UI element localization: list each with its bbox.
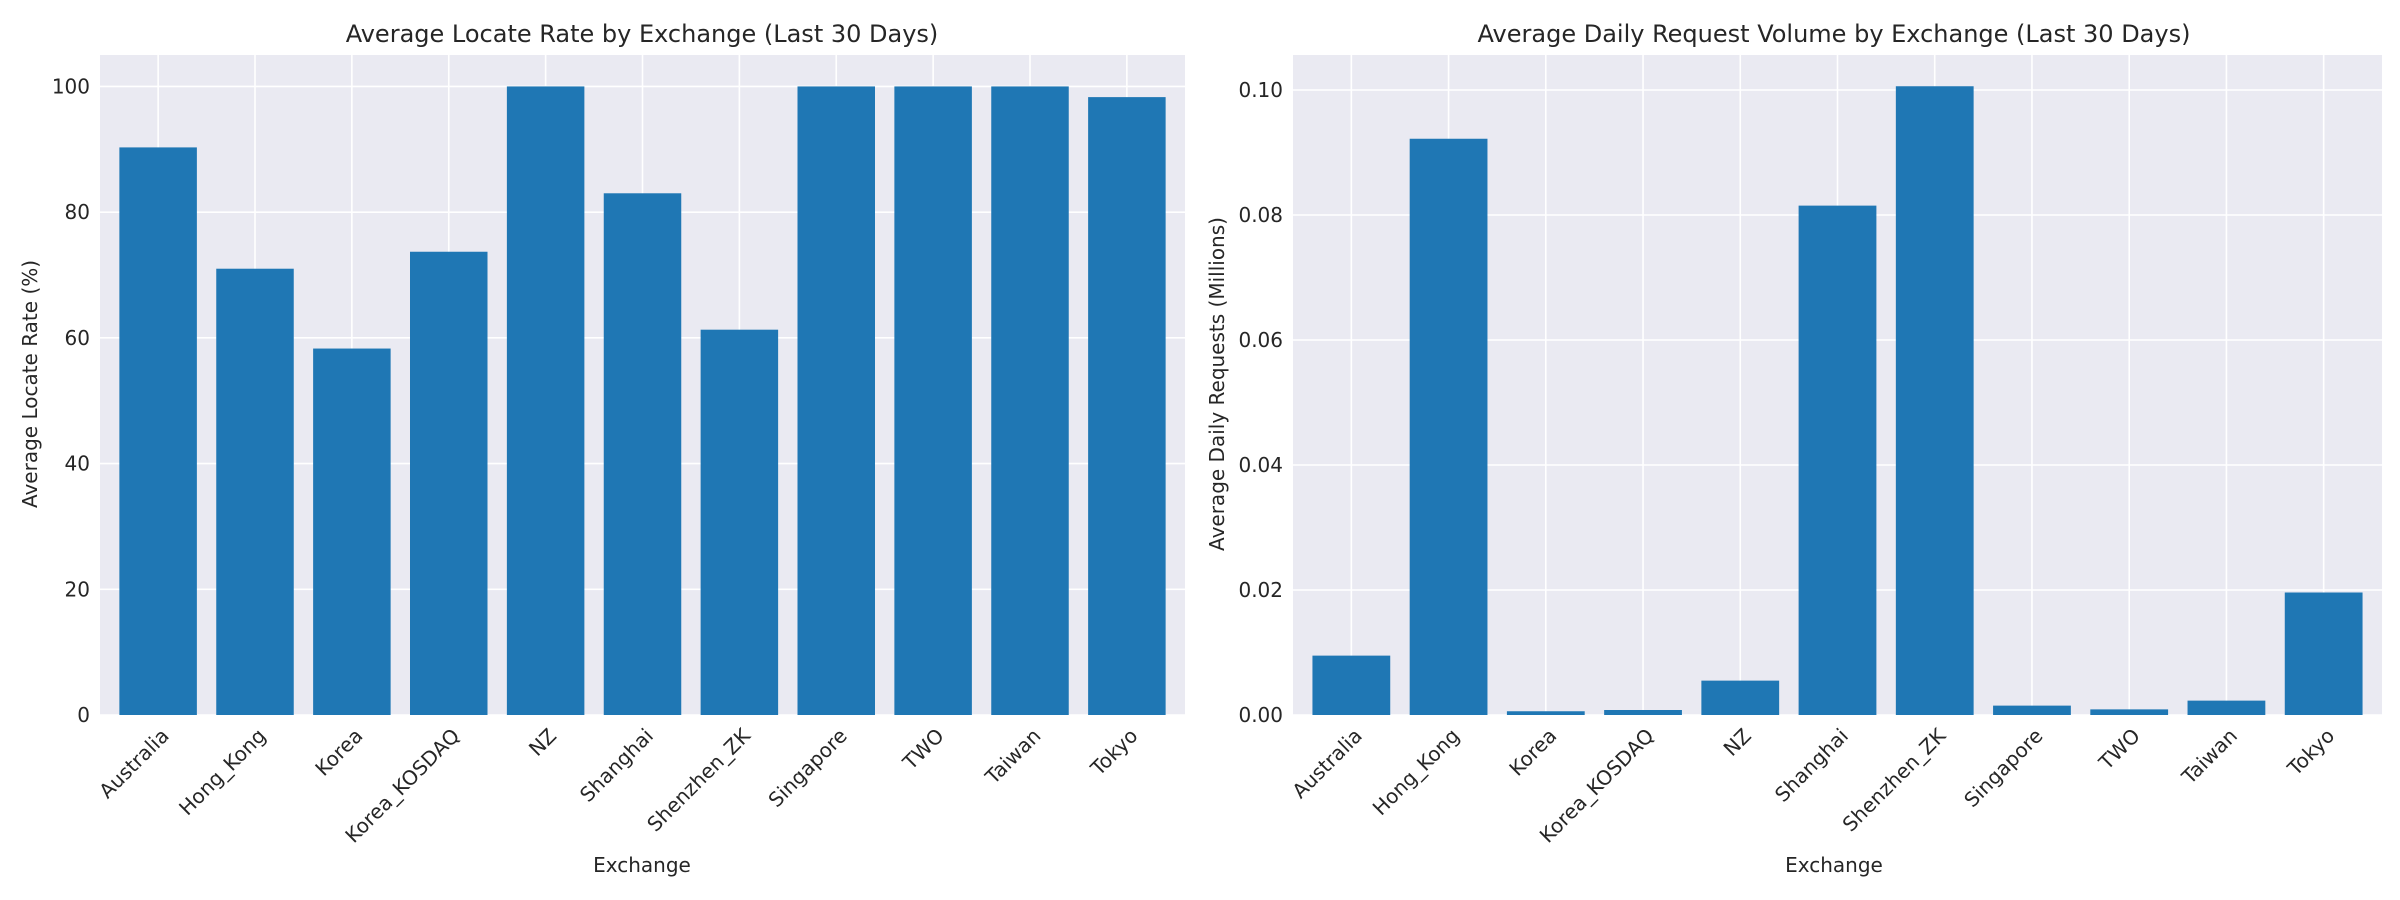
bar-singapore — [797, 86, 875, 715]
x-tick-label: Korea — [1504, 724, 1561, 781]
bar-korea-kosdaq — [410, 251, 488, 715]
bar-shenzhen-zk — [700, 329, 779, 715]
bar-tokyo — [1088, 97, 1166, 716]
x-tick-label: TWO — [2093, 724, 2144, 775]
y-tick-label: 0.10 — [1238, 78, 1283, 102]
x-tick-label: Korea — [310, 724, 367, 781]
x-axis-label-request-volume: Exchange — [1785, 853, 1883, 877]
x-tick-label: Australia — [1287, 724, 1367, 804]
bar-australia — [119, 147, 197, 715]
y-tick-label: 80 — [65, 200, 90, 224]
y-axis-label-request-volume: Average Daily Requests (Millions) — [1205, 217, 1229, 551]
bar-australia — [1312, 655, 1391, 715]
x-tick-label: Taiwan — [980, 724, 1046, 790]
bar-tokyo — [2284, 592, 2363, 715]
x-tick-label: Shanghai — [1770, 724, 1853, 807]
bar-korea-kosdaq — [1604, 710, 1682, 715]
y-tick-label: 0 — [77, 703, 90, 727]
y-tick-label: 0.08 — [1238, 203, 1283, 227]
bar-hong-kong — [1409, 138, 1488, 715]
x-tick-label: Taiwan — [2176, 724, 2242, 790]
y-tick-label: 100 — [52, 74, 90, 98]
x-tick-label: Tokyo — [2282, 724, 2339, 781]
x-tick-label: Shanghai — [575, 724, 658, 807]
x-tick-label: NZ — [1719, 724, 1756, 761]
x-tick-label: Tokyo — [1085, 724, 1142, 781]
bar-nz — [1701, 680, 1780, 715]
y-tick-label: 0.06 — [1238, 328, 1283, 352]
bar-singapore — [1993, 705, 2071, 715]
bar-shanghai — [603, 193, 682, 716]
bar-shanghai — [1798, 205, 1877, 715]
bar-two — [2090, 709, 2169, 715]
x-tick-label: Shenzhen_ZK — [642, 723, 755, 836]
bar-hong-kong — [216, 268, 294, 715]
chart-title-locate-rate: Average Locate Rate by Exchange (Last 30… — [346, 20, 939, 48]
chart-panel-request-volume: 0.00 0.02 0.04 0.06 0.08 0.10 Australia Hong_Ko… — [1205, 20, 2382, 877]
x-axis-label-locate-rate: Exchange — [593, 853, 691, 877]
y-tick-label: 60 — [65, 326, 90, 350]
y-tick-label: 40 — [65, 452, 90, 476]
bar-korea — [313, 348, 391, 715]
x-tick-label: Singapore — [763, 724, 851, 812]
x-tick-label: TWO — [897, 724, 948, 775]
y-axis-label-locate-rate: Average Locate Rate (%) — [18, 260, 42, 508]
chart-title-request-volume: Average Daily Request Volume by Exchange… — [1478, 20, 2191, 48]
bar-two — [894, 86, 972, 715]
bar-taiwan — [2187, 700, 2266, 715]
bar-nz — [506, 86, 585, 715]
x-tick-label: Shenzhen_ZK — [1838, 723, 1951, 836]
x-tick-label: Hong_Kong — [174, 724, 270, 820]
x-tick-label: Hong_Kong — [1368, 724, 1464, 820]
x-tick-label: Australia — [94, 724, 174, 804]
y-tick-label: 0.02 — [1238, 578, 1283, 602]
x-tick-label: NZ — [524, 724, 561, 761]
bar-korea — [1506, 711, 1585, 715]
y-tick-label: 0.04 — [1238, 453, 1283, 477]
y-tick-label: 20 — [65, 577, 90, 601]
bar-shenzhen-zk — [1895, 86, 1974, 715]
y-tick-label: 0.00 — [1238, 703, 1283, 727]
bar-taiwan — [991, 86, 1069, 715]
x-tick-label: Singapore — [1959, 724, 2047, 812]
